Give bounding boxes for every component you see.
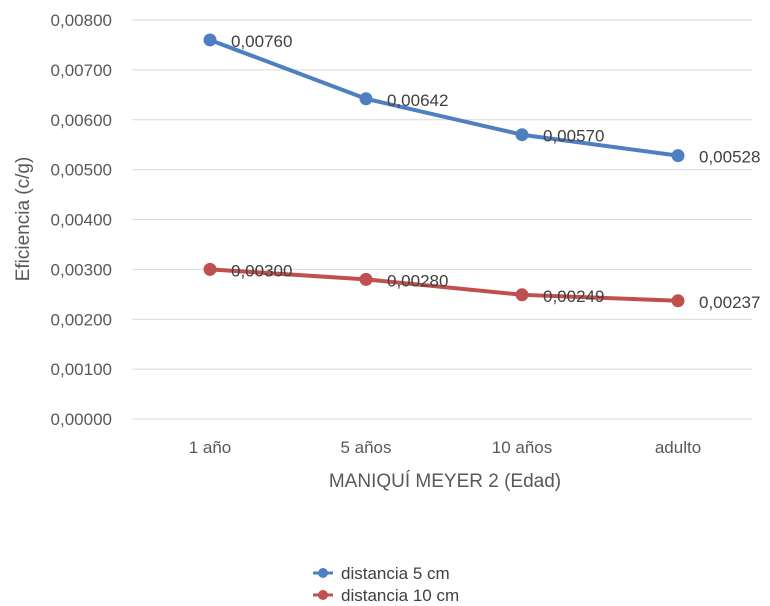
data-point [515,128,529,142]
data-label: 0,00570 [543,127,604,146]
x-tick-label: 10 años [492,438,553,457]
x-tick-label: adulto [655,438,701,457]
data-point [203,262,217,276]
y-tick-label: 0,00100 [51,360,112,379]
data-label: 0,00528 [699,148,760,167]
data-label: 0,00642 [387,91,448,110]
data-label: 0,00300 [231,261,292,280]
data-point [515,288,529,302]
y-tick-label: 0,00200 [51,310,112,329]
legend-entry: distancia 5 cm [341,564,450,583]
y-tick-label: 0,00400 [51,211,112,230]
y-tick-label: 0,00600 [51,111,112,130]
data-point [203,33,217,47]
x-axis-title: MANIQUÍ MEYER 2 (Edad) [329,471,561,492]
gridlines [132,19,752,420]
data-point [671,294,685,308]
y-tick-label: 0,00000 [51,410,112,429]
series-group: 0,00760 0,00642 0,00570 0,00528 0,00300 0,002… [203,32,760,312]
data-label: 0,00237 [699,293,760,312]
x-axis-ticks: 1 año 5 años 10 años adulto [189,438,701,457]
y-tick-label: 0,00800 [51,11,112,30]
legend-swatch-marker [318,590,328,600]
y-tick-label: 0,00300 [51,260,112,279]
legend-swatch-marker [318,568,328,578]
data-label: 0,00760 [231,32,292,51]
y-axis-ticks: 0,00000 0,00100 0,00200 0,00300 0,00400 0,005… [51,11,112,429]
x-tick-label: 1 año [189,438,232,457]
legend: distancia 5 cm distancia 10 cm [313,564,459,605]
x-tick-label: 5 años [340,438,391,457]
data-label: 0,00249 [543,287,604,306]
y-tick-label: 0,00700 [51,61,112,80]
data-point [359,92,373,106]
data-point [671,149,685,163]
data-label: 0,00280 [387,271,448,290]
y-tick-label: 0,00500 [51,161,112,180]
legend-entry: distancia 10 cm [341,586,459,605]
series-line [208,267,680,303]
data-point [359,272,373,286]
series-line [208,37,680,158]
y-axis-title: Eficiencia (c/g) [13,157,34,282]
